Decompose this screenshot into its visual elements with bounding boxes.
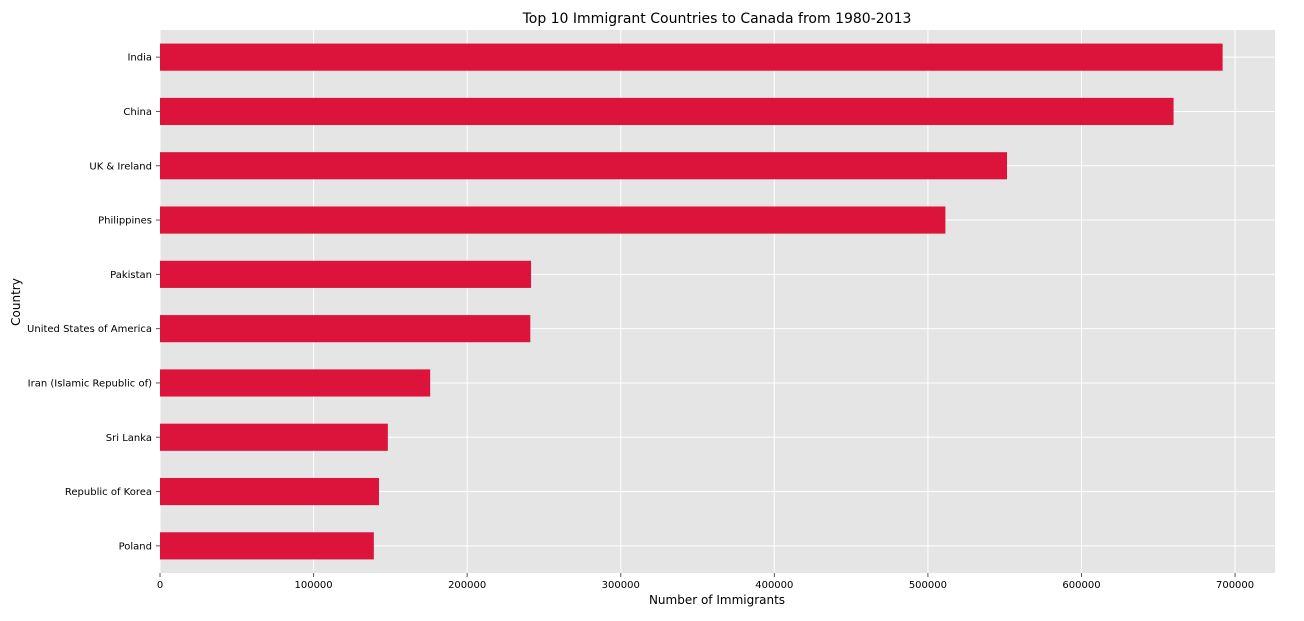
bar	[160, 43, 1223, 71]
y-axis-ticks: India China UK & Ireland Philippines Pakista…	[27, 53, 160, 552]
bar	[160, 369, 431, 397]
x-axis-label: Number of Immigrants	[649, 593, 785, 607]
y-tick-label: Philippines	[98, 216, 152, 227]
x-tick-label: 500000	[909, 580, 947, 591]
x-tick-label: 400000	[755, 580, 793, 591]
x-tick-label: 300000	[602, 580, 640, 591]
bar	[160, 532, 374, 560]
x-tick-label: 0	[157, 580, 163, 591]
bar	[160, 477, 379, 506]
x-tick-label: 200000	[448, 580, 486, 591]
bar	[160, 97, 1174, 126]
y-tick-label: Republic of Korea	[65, 487, 152, 498]
x-tick-label: 700000	[1216, 580, 1254, 591]
y-tick-label: UK & Ireland	[89, 161, 152, 172]
y-tick-label: Iran (Islamic Republic of)	[28, 378, 152, 389]
bar	[160, 152, 1008, 180]
x-tick-label: 100000	[294, 580, 332, 591]
y-tick-label: China	[123, 107, 152, 118]
bar	[160, 315, 531, 343]
x-tick-label: 600000	[1062, 580, 1100, 591]
y-tick-label: Sri Lanka	[106, 433, 152, 444]
y-tick-label: Poland	[119, 541, 152, 552]
y-tick-label: United States of America	[27, 324, 152, 335]
x-axis-ticks: 0 100000 200000 300000 400000 500000 600000 700…	[157, 573, 1254, 591]
y-tick-label: India	[127, 53, 152, 64]
chart-title: Top 10 Immigrant Countries to Canada fro…	[522, 11, 912, 27]
bar	[160, 206, 946, 234]
y-axis-label: Country	[9, 278, 23, 326]
bar	[160, 423, 388, 451]
y-tick-label: Pakistan	[110, 270, 152, 281]
bars	[160, 43, 1223, 560]
bar	[160, 260, 532, 288]
